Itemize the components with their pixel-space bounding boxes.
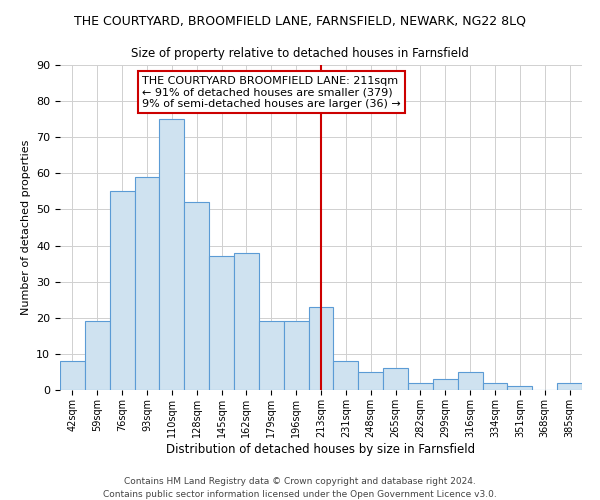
Text: THE COURTYARD BROOMFIELD LANE: 211sqm
← 91% of detached houses are smaller (379): THE COURTYARD BROOMFIELD LANE: 211sqm ← … (142, 76, 401, 109)
Bar (234, 253, 259, 390)
Bar (334, 361, 358, 390)
Bar (308, 307, 334, 390)
Bar (85, 322, 110, 390)
Bar (508, 386, 532, 390)
Text: Size of property relative to detached houses in Farnsfield: Size of property relative to detached ho… (131, 48, 469, 60)
Text: Contains HM Land Registry data © Crown copyright and database right 2024.: Contains HM Land Registry data © Crown c… (124, 478, 476, 486)
Bar (557, 383, 582, 390)
Bar (110, 192, 134, 390)
X-axis label: Distribution of detached houses by size in Farnsfield: Distribution of detached houses by size … (166, 442, 476, 456)
Text: THE COURTYARD, BROOMFIELD LANE, FARNSFIELD, NEWARK, NG22 8LQ: THE COURTYARD, BROOMFIELD LANE, FARNSFIE… (74, 15, 526, 28)
Bar (259, 322, 284, 390)
Bar (458, 372, 482, 390)
Bar (482, 383, 508, 390)
Bar (358, 372, 383, 390)
Bar (184, 202, 209, 390)
Bar (408, 383, 433, 390)
Text: Contains public sector information licensed under the Open Government Licence v3: Contains public sector information licen… (103, 490, 497, 499)
Bar (160, 119, 184, 390)
Bar (134, 177, 160, 390)
Bar (284, 322, 308, 390)
Bar (433, 379, 458, 390)
Bar (383, 368, 408, 390)
Bar (209, 256, 234, 390)
Y-axis label: Number of detached properties: Number of detached properties (20, 140, 31, 315)
Bar (60, 361, 85, 390)
